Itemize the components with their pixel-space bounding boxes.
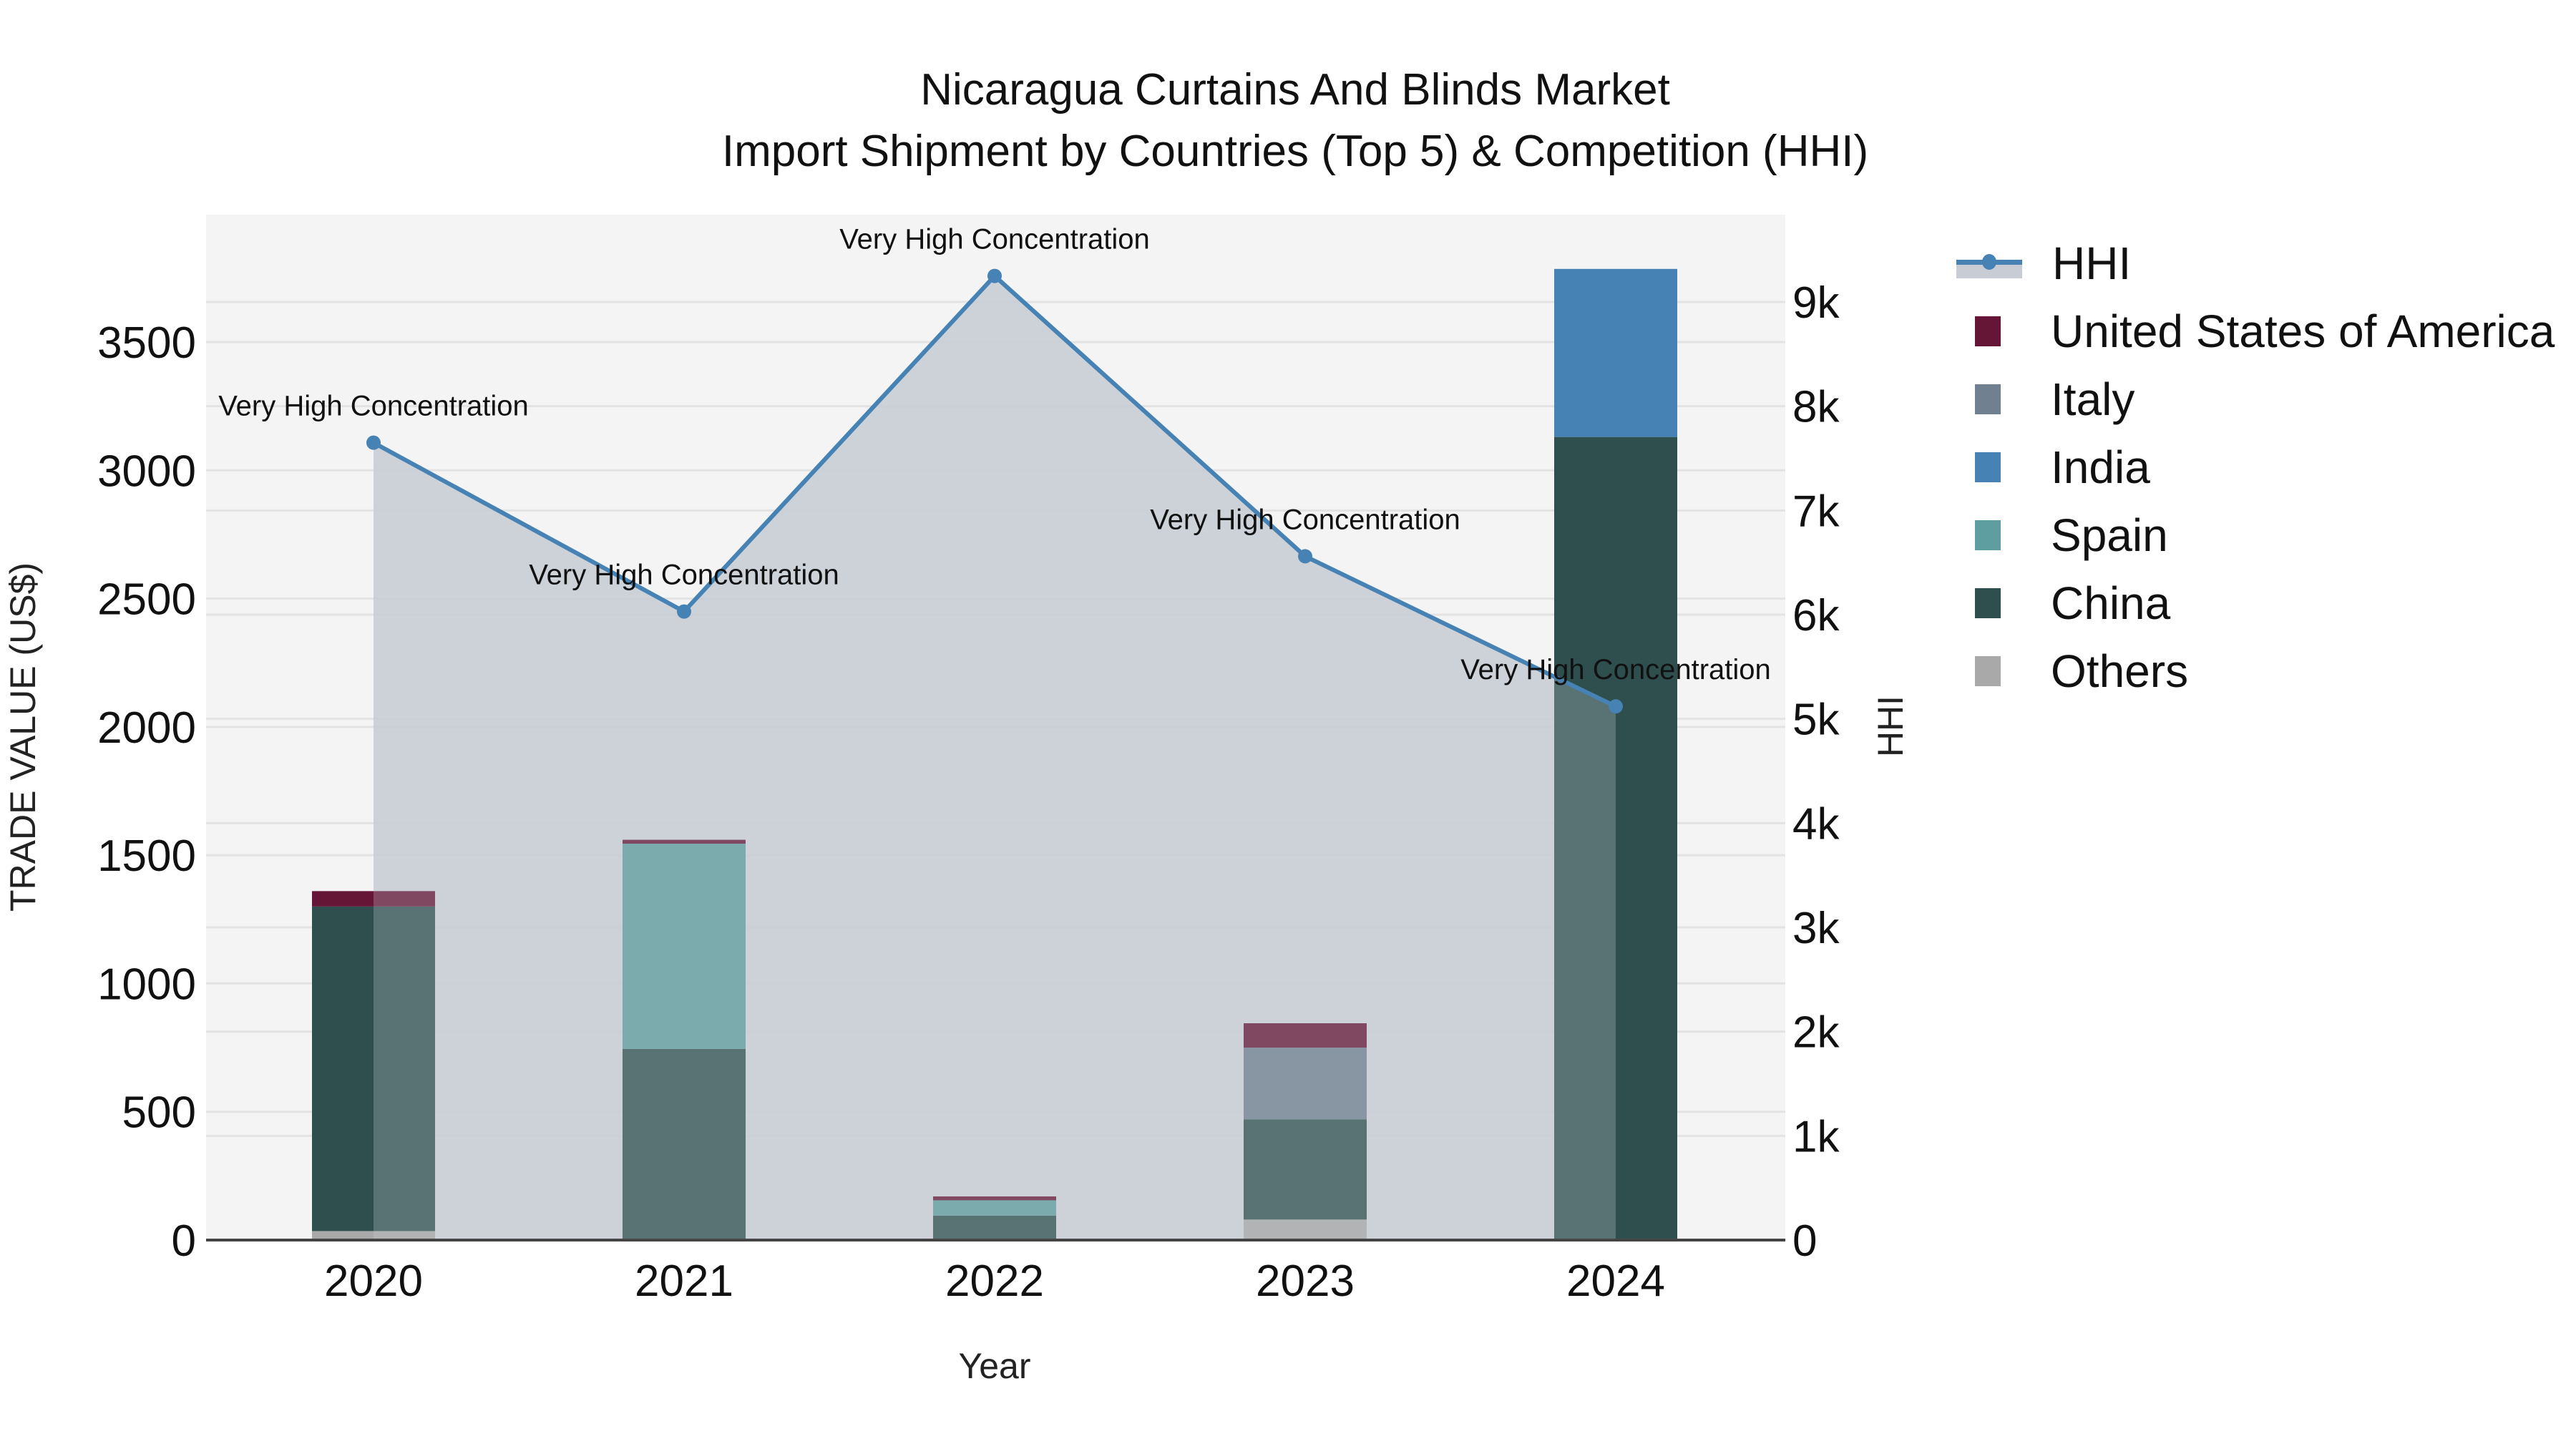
hhi-annotation: Very High Concentration bbox=[218, 391, 529, 422]
bar-segment[interactable] bbox=[312, 906, 435, 1231]
bar-segment[interactable] bbox=[1244, 1023, 1367, 1048]
chart-title: Nicaragua Curtains And Blinds Market bbox=[920, 65, 1670, 114]
legend-item-italy[interactable]: Italy bbox=[1946, 365, 2555, 433]
legend-item-india[interactable]: India bbox=[1946, 433, 2555, 501]
chart-subtitle: Import Shipment by Countries (Top 5) & C… bbox=[721, 127, 1869, 176]
y-tick-label: 0 bbox=[172, 1216, 196, 1266]
square-swatch-icon bbox=[1975, 655, 2001, 686]
y-tick-label: 1500 bbox=[97, 831, 196, 881]
y2-tick-label: 8k bbox=[1792, 383, 1840, 432]
legend-item-china[interactable]: China bbox=[1946, 569, 2555, 637]
y2-tick-label: 7k bbox=[1792, 487, 1840, 536]
bar-segment[interactable] bbox=[1554, 436, 1677, 1241]
bar-segment[interactable] bbox=[933, 1196, 1056, 1201]
legend-item-usa[interactable]: United States of America bbox=[1946, 297, 2555, 365]
x-tick-label: 2022 bbox=[945, 1257, 1044, 1306]
x-tick-label: 2024 bbox=[1566, 1257, 1665, 1306]
legend-label: HHI bbox=[2052, 237, 2132, 289]
y2-tick-label: 2k bbox=[1792, 1008, 1840, 1058]
x-axis-title: Year bbox=[958, 1346, 1031, 1386]
hhi-point[interactable] bbox=[1609, 699, 1623, 714]
hhi-annotation: Very High Concentration bbox=[839, 224, 1150, 255]
legend-label: Others bbox=[2051, 645, 2189, 697]
hhi-point[interactable] bbox=[987, 268, 1002, 283]
square-swatch-icon bbox=[1975, 384, 2001, 414]
y2-tick-label: 5k bbox=[1792, 696, 1840, 745]
legend-label: United States of America bbox=[2051, 305, 2555, 357]
y-tick-label: 2500 bbox=[97, 575, 196, 625]
bar-segment[interactable] bbox=[933, 1200, 1056, 1216]
y2-tick-label: 1k bbox=[1792, 1112, 1840, 1161]
bar-segment[interactable] bbox=[623, 844, 746, 1049]
y-axis-title: TRADE VALUE (US$) bbox=[3, 562, 43, 912]
y2-tick-label: 9k bbox=[1792, 278, 1840, 328]
hhi-point[interactable] bbox=[677, 604, 691, 619]
square-swatch-icon bbox=[1975, 452, 2001, 482]
square-swatch-icon bbox=[1975, 316, 2001, 346]
legend-label: Spain bbox=[2051, 509, 2168, 561]
y2-tick-label: 6k bbox=[1792, 591, 1840, 640]
hhi-point[interactable] bbox=[1298, 549, 1312, 564]
legend-item-others[interactable]: Others bbox=[1946, 637, 2555, 705]
legend-item-hhi[interactable]: HHI bbox=[1946, 229, 2555, 297]
bar-segment[interactable] bbox=[623, 1048, 746, 1240]
y2-tick-label: 4k bbox=[1792, 799, 1840, 849]
y-tick-label: 3000 bbox=[97, 447, 196, 496]
y-tick-label: 1000 bbox=[97, 960, 196, 1009]
x-tick-label: 2023 bbox=[1256, 1257, 1355, 1306]
bar-segment[interactable] bbox=[1244, 1219, 1367, 1240]
bar-segment[interactable] bbox=[1244, 1048, 1367, 1120]
square-swatch-icon bbox=[1975, 519, 2001, 550]
y-tick-label: 500 bbox=[122, 1088, 196, 1138]
y-tick-label: 3500 bbox=[97, 318, 196, 368]
bar-segment[interactable] bbox=[1244, 1119, 1367, 1220]
bar-segment[interactable] bbox=[1554, 268, 1677, 437]
bar-segment[interactable] bbox=[933, 1215, 1056, 1240]
y-tick-label: 2000 bbox=[97, 703, 196, 753]
y2-axis-title: HHI bbox=[1870, 695, 1911, 758]
y2-tick-label: 3k bbox=[1792, 904, 1840, 953]
bar-segment[interactable] bbox=[312, 1231, 435, 1240]
y2-tick-label: 0 bbox=[1792, 1216, 1817, 1266]
square-swatch-icon bbox=[1975, 587, 2001, 618]
hhi-point[interactable] bbox=[366, 435, 381, 450]
legend-label: India bbox=[2051, 441, 2150, 493]
legend-label: China bbox=[2051, 577, 2171, 629]
hhi-annotation: Very High Concentration bbox=[529, 560, 839, 591]
bar-segment[interactable] bbox=[623, 839, 746, 844]
hhi-annotation: Very High Concentration bbox=[1460, 654, 1771, 686]
legend-label: Italy bbox=[2051, 373, 2135, 425]
legend: HHI United States of America Italy India… bbox=[1946, 229, 2555, 705]
x-tick-label: 2020 bbox=[324, 1257, 423, 1306]
hhi-annotation: Very High Concentration bbox=[1150, 504, 1460, 535]
bar-segment[interactable] bbox=[312, 891, 435, 907]
x-tick-label: 2021 bbox=[635, 1257, 733, 1306]
line-marker-icon bbox=[1956, 248, 2022, 278]
legend-item-spain[interactable]: Spain bbox=[1946, 501, 2555, 569]
